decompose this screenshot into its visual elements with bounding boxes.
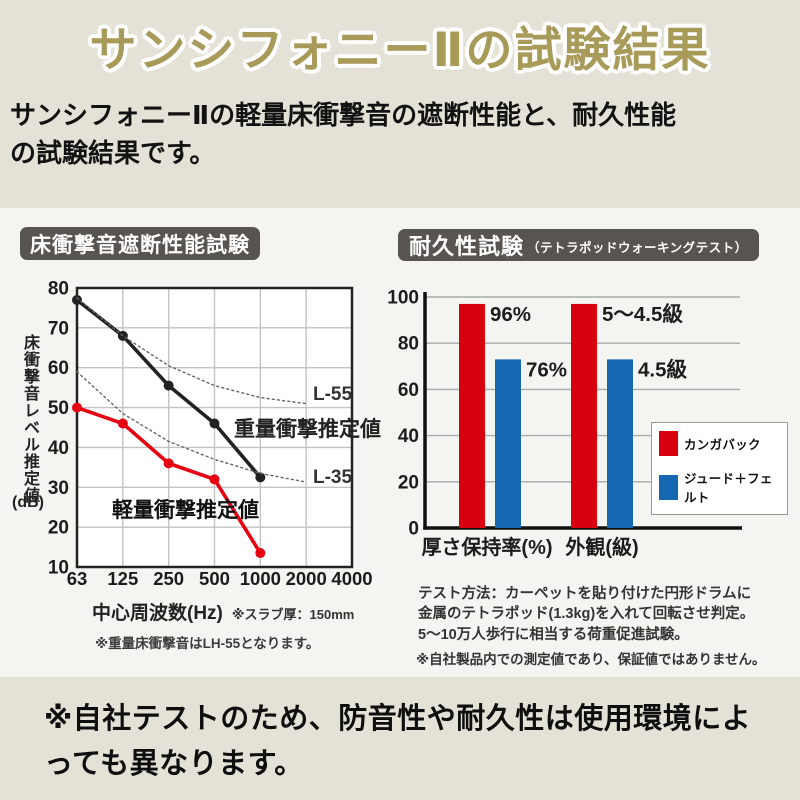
legend-item-jute-felt: ジュード＋フェルト xyxy=(659,468,780,506)
y-tick-label: 80 xyxy=(398,334,419,355)
x-tick-label: 500 xyxy=(199,568,230,589)
line-chart-x-axis-row: 中心周波数(Hz) ※スラブ厚：150mm xyxy=(92,598,354,625)
x-tick-label: 4000 xyxy=(331,568,372,589)
bar-ジュード＋フェルト xyxy=(607,359,633,528)
line-chart-y-axis-unit: (dB) xyxy=(12,494,44,511)
bar-value-label: 5〜4.5級 xyxy=(602,302,683,326)
jute-felt-label: ジュード＋フェルト xyxy=(684,472,773,505)
data-point xyxy=(72,402,82,413)
durability-test-badge-sublabel: （テトラポッドウォーキングテスト） xyxy=(527,241,748,255)
test-method-text: テスト方法：カーペットを貼り付けた円形ドラムに 金属のテトラポッド(1.3kg)… xyxy=(418,586,755,643)
x-tick-label: 125 xyxy=(107,568,138,589)
page-title: サンシフォニーⅡの試験結果 xyxy=(89,23,711,76)
page-subtitle: サンシフォニーⅡの軽量床衝撃音の遮断性能と、耐久性能 の試験結果です。 xyxy=(10,100,677,168)
sound-insulation-test-badge-label: 床衝撃音遮断性能試験 xyxy=(30,233,250,257)
legend-item-kangaback: カンガバック xyxy=(659,431,780,456)
y-tick-label: 20 xyxy=(48,518,69,539)
y-tick-label: 100 xyxy=(387,288,419,309)
y-tick-label: 20 xyxy=(398,472,419,493)
charts-section: 床衝撃音遮断性能試験 10 20 30 40 50 60 70 80 63 125 250 500 10… xyxy=(0,208,800,677)
data-point xyxy=(255,548,266,559)
durability-test-badge: 耐久性試験 （テトラポッドウォーキングテスト） xyxy=(398,229,759,261)
y-tick-label: 70 xyxy=(48,318,69,339)
legend: カンガバック ジュード＋フェルト xyxy=(651,422,788,515)
durability-test-badge-label: 耐久性試験 xyxy=(409,234,525,259)
series-label: 重量衝撃推定値 xyxy=(234,417,381,441)
data-point xyxy=(117,418,128,429)
data-point xyxy=(255,472,266,483)
y-tick-label: 10 xyxy=(48,558,69,579)
bar-value-label: 4.5級 xyxy=(638,357,687,381)
bar-カンガバック xyxy=(571,303,597,528)
bar-カンガバック xyxy=(459,303,485,528)
y-tick-label: 40 xyxy=(48,438,69,459)
x-tick-label: 250 xyxy=(153,568,184,589)
line-chart: 10 20 30 40 50 60 70 80 63 125 250 500 1000 2000 4000 重… xyxy=(48,279,381,590)
kangaback-color-swatch xyxy=(659,431,678,456)
category-label: 外観(級) xyxy=(565,535,638,559)
series-L-35 xyxy=(76,370,307,483)
y-tick-label: 60 xyxy=(398,380,419,401)
bar-value-label: 76% xyxy=(526,358,567,381)
jute-felt-color-swatch xyxy=(659,474,678,500)
sound-insulation-test-badge: 床衝撃音遮断性能試験 xyxy=(20,227,260,260)
slab-thickness-note: ※スラブ厚：150mm xyxy=(231,607,355,622)
y-tick-label: 0 xyxy=(408,519,419,540)
x-tick-label: 63 xyxy=(67,568,88,589)
series-label: L-55 xyxy=(313,384,353,405)
x-tick-label: 1000 xyxy=(240,568,281,589)
category-label: 厚さ保持率(%) xyxy=(421,535,552,559)
series-L-55 xyxy=(76,297,307,405)
y-tick-label: 80 xyxy=(48,279,69,300)
plot-border xyxy=(75,286,354,569)
data-point xyxy=(209,418,220,429)
y-tick-label: 40 xyxy=(398,426,419,447)
footer-section: ※自社テストのため、防音性や耐久性は使用環境によ っても異なります。 xyxy=(0,677,800,800)
bar-value-label: 96% xyxy=(490,303,531,326)
y-tick-label: 50 xyxy=(48,398,69,419)
data-point xyxy=(163,458,174,469)
footer-disclaimer: ※自社テストのため、防音性や耐久性は使用環境によ っても異なります。 xyxy=(44,703,752,780)
data-point xyxy=(72,294,82,305)
y-tick-label: 60 xyxy=(48,358,69,379)
line-chart-y-axis-label: 床衝撃音レベル推定値 xyxy=(21,334,38,504)
x-tick-label: 2000 xyxy=(286,568,327,589)
header-section: サンシフォニーⅡの試験結果 サンシフォニーⅡの軽量床衝撃音の遮断性能と、耐久性能… xyxy=(0,0,800,208)
data-point xyxy=(209,474,220,485)
y-tick-label: 30 xyxy=(48,478,69,499)
heavy-impact-footnote: ※重量床衝撃音はLH-55となります。 xyxy=(95,636,320,651)
line-chart-x-axis-label: 中心周波数(Hz) xyxy=(92,603,223,624)
kangaback-label: カンガバック xyxy=(684,438,761,452)
measurement-disclaimer: ※自社製品内での測定値であり、保証値ではありません。 xyxy=(416,652,766,667)
bar-ジュード＋フェルト xyxy=(495,359,521,528)
series-label: L-35 xyxy=(313,467,353,488)
series-label: 軽量衝撃推定値 xyxy=(112,498,259,522)
data-point xyxy=(163,380,174,391)
